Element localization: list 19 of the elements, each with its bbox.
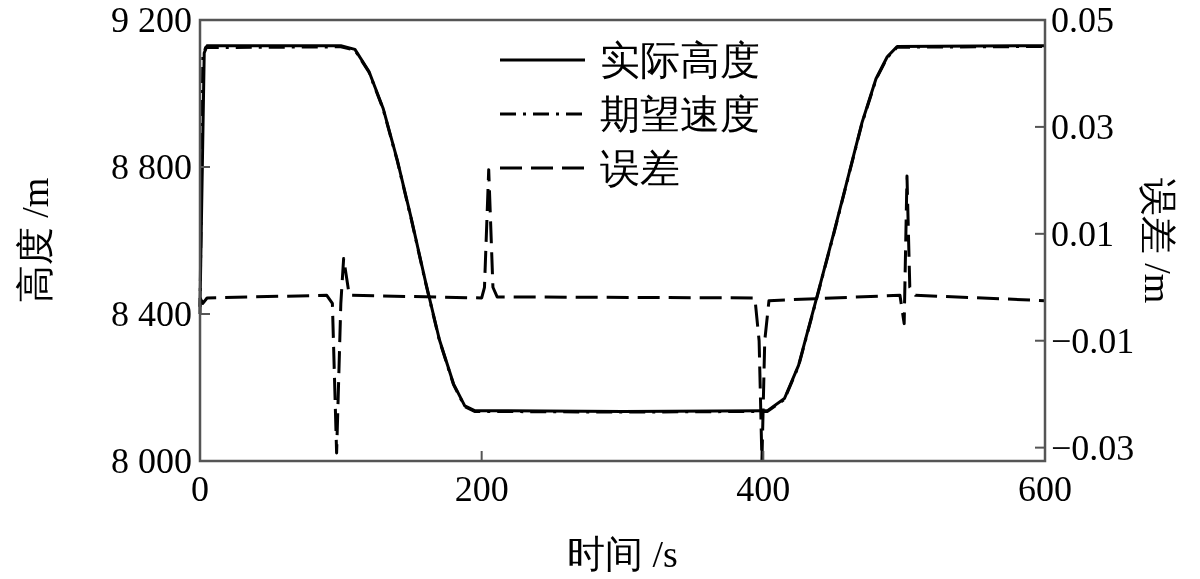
y2-axis-title: 误差 /m (1137, 177, 1179, 304)
y-tick-label: 8 800 (111, 147, 192, 187)
legend-label: 误差 (600, 146, 680, 191)
x-tick-label: 0 (191, 469, 209, 509)
y-axis-title: 高度 /m (14, 177, 56, 304)
legend-label: 实际高度 (600, 38, 760, 83)
y-tick-label: 8 000 (111, 441, 192, 481)
y2-tick-label: 0.05 (1051, 0, 1114, 40)
x-axis-title: 时间 /s (567, 533, 678, 575)
legend-label: 期望速度 (600, 92, 760, 137)
x-tick-label: 600 (1018, 469, 1072, 509)
x-tick-label: 200 (454, 469, 509, 509)
x-tick-label: 400 (736, 469, 791, 509)
y-tick-label: 9 200 (111, 0, 192, 40)
y2-tick-label: 0.01 (1051, 213, 1114, 254)
y2-tick-label: −0.03 (1051, 427, 1135, 468)
y-tick-label: 8 400 (111, 294, 192, 334)
y2-tick-label: −0.01 (1051, 320, 1135, 361)
y2-tick-label: 0.03 (1051, 106, 1114, 147)
